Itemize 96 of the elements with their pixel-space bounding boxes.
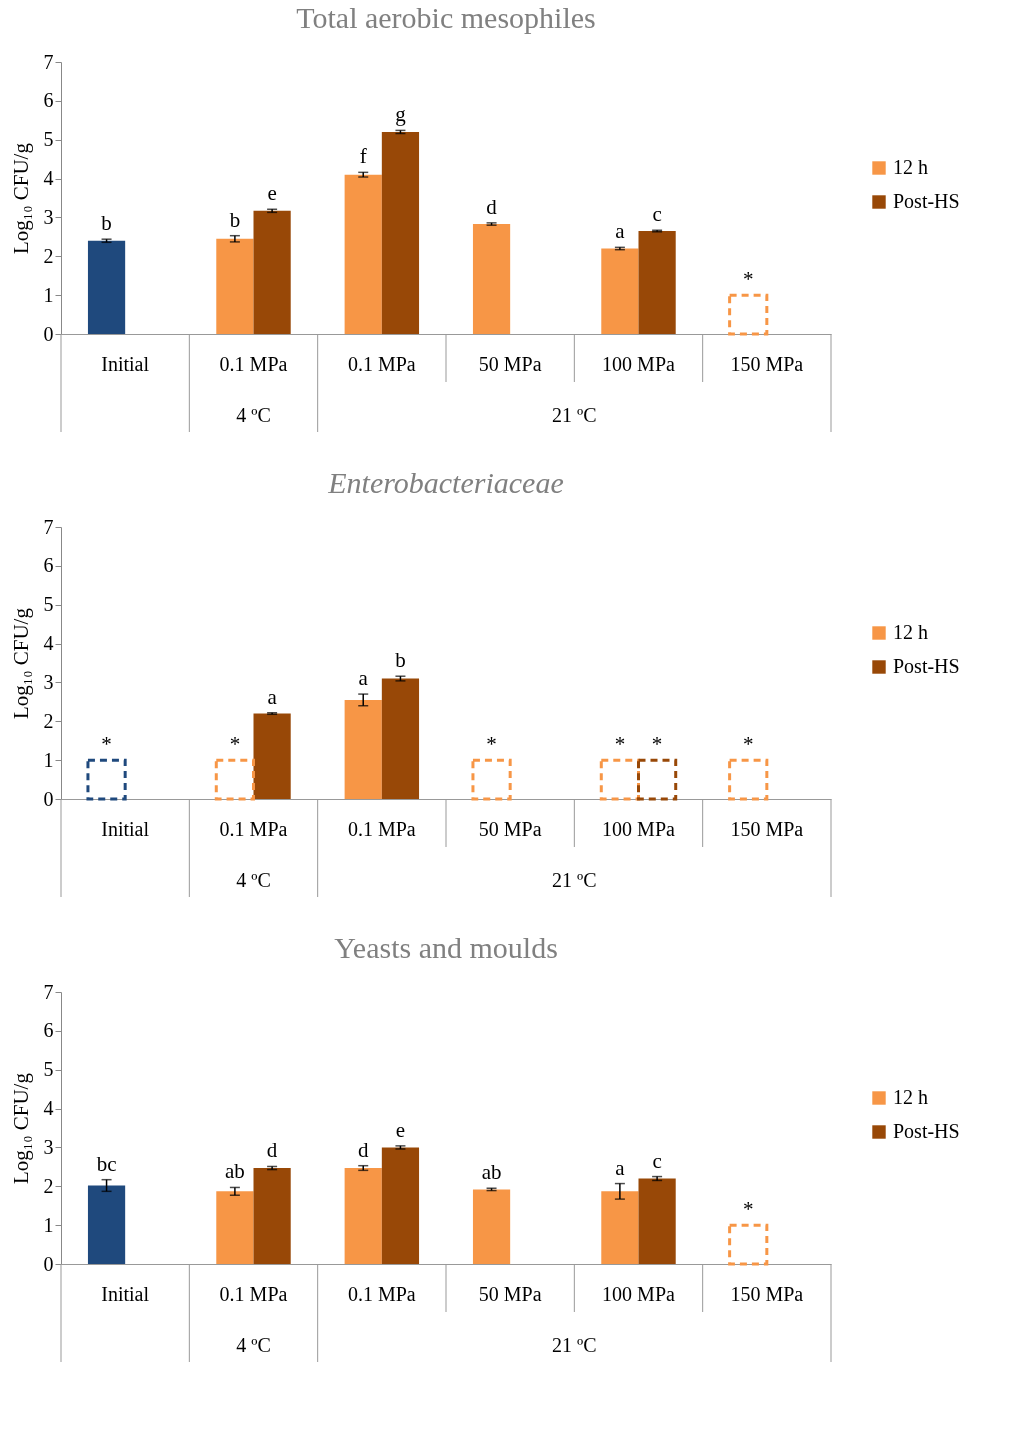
data-label: a (615, 1155, 626, 1180)
y-axis-title: Log₁₀ CFU/g (8, 142, 33, 254)
y-tick-label: 4 (43, 167, 54, 190)
y-tick-label: 4 (43, 1097, 54, 1120)
data-label: g (395, 102, 407, 127)
text: 4 ºC (236, 1334, 271, 1356)
data-label: d (266, 1138, 278, 1163)
y-axis-title: Log₁₀ CFU/g (8, 607, 33, 719)
y-tick-label: 7 (43, 980, 54, 1003)
y-tick-label: 6 (43, 554, 54, 577)
y-tick-label: 5 (43, 593, 54, 616)
data-label: d (486, 194, 498, 219)
bar (601, 248, 639, 334)
data-label: bc (96, 1151, 117, 1176)
data-label: d (357, 1137, 369, 1162)
text: 21 ºC (552, 1334, 597, 1356)
x-tick-label: 50 MPa (478, 1282, 542, 1305)
bar (216, 238, 254, 334)
y-tick-label: 5 (43, 128, 54, 151)
x-tick-label: 0.1 MPa (219, 817, 288, 840)
y-tick-label: 6 (43, 89, 54, 112)
y-tick-label: 6 (43, 1019, 54, 1042)
legend-label: Post-HS (893, 190, 960, 212)
bar (344, 174, 382, 334)
x-tick-label: 0.1 MPa (347, 1282, 416, 1305)
x-tick-label: 0.1 MPa (347, 817, 416, 840)
bar (87, 240, 126, 334)
y-tick-label: 3 (43, 205, 54, 228)
data-label: ab (481, 1160, 502, 1185)
x-tick-label: 0.1 MPa (219, 352, 288, 375)
data-label: * (614, 732, 626, 757)
y-tick-label: 2 (43, 1174, 54, 1197)
text: 4 ºC (236, 869, 271, 891)
x-tick-label: Initial (101, 1282, 150, 1305)
legend-label: Post-HS (893, 1120, 960, 1142)
bar (728, 293, 769, 336)
data-label: * (742, 267, 754, 292)
data-label: f (359, 144, 367, 169)
y-tick-label: 2 (43, 244, 54, 267)
legend-label: 12 h (893, 621, 928, 643)
data-label: a (358, 666, 369, 691)
y-tick-label: 2 (43, 709, 54, 732)
text: 4 ºC (236, 404, 271, 426)
x-tick-label: 50 MPa (478, 352, 542, 375)
x-tick-label: 150 MPa (730, 817, 804, 840)
data-label: ab (224, 1159, 245, 1184)
bar (253, 210, 291, 334)
legend-label: 12 h (893, 1086, 928, 1108)
legend-label: Post-HS (893, 655, 960, 677)
data-label: a (267, 684, 278, 709)
chart-title: Total aerobic mesophiles (296, 1, 596, 34)
data-label: * (229, 732, 241, 757)
y-tick-label: 7 (43, 515, 54, 538)
data-label: * (486, 732, 497, 757)
y-tick-label: 0 (43, 787, 54, 810)
x-tick-label: 50 MPa (478, 817, 542, 840)
y-tick-label: 3 (43, 670, 54, 693)
x-tick-label: Initial (101, 352, 150, 375)
legend-label: 12 h (893, 156, 928, 178)
x-tick-label: Initial (101, 817, 150, 840)
data-label: b (229, 207, 241, 232)
x-tick-label: 0.1 MPa (347, 352, 416, 375)
data-label: c (652, 202, 662, 227)
y-tick-label: 0 (43, 322, 54, 345)
chart-title: Yeasts and moulds (334, 931, 558, 964)
y-tick-label: 3 (43, 1135, 54, 1158)
y-tick-label: 1 (43, 283, 54, 306)
y-axis-title: Log₁₀ CFU/g (8, 1072, 33, 1184)
x-tick-label: 100 MPa (602, 1282, 676, 1305)
text: 21 ºC (552, 404, 597, 426)
bar (381, 131, 420, 334)
y-tick-label: 1 (43, 748, 54, 771)
bar (638, 231, 676, 334)
data-label: * (742, 1197, 754, 1222)
x-tick-label: 100 MPa (602, 352, 676, 375)
data-label: e (395, 1117, 406, 1142)
x-tick-label: 0.1 MPa (219, 1282, 288, 1305)
data-label: c (652, 1148, 662, 1173)
y-tick-label: 1 (43, 1213, 54, 1236)
y-tick-label: 7 (43, 50, 54, 73)
data-label: b (101, 211, 112, 236)
x-tick-label: 150 MPa (730, 352, 804, 375)
data-label: * (101, 732, 112, 757)
data-label: b (395, 648, 406, 673)
data-label: e (267, 181, 277, 206)
chart-title: Enterobacteriaceae (327, 466, 564, 499)
y-tick-label: 0 (43, 1252, 54, 1275)
x-tick-label: 100 MPa (602, 817, 676, 840)
text: 21 ºC (552, 869, 597, 891)
data-label: a (615, 219, 626, 244)
x-tick-label: 150 MPa (730, 1282, 804, 1305)
y-tick-label: 4 (43, 632, 54, 655)
data-label: * (742, 732, 754, 757)
bar (472, 224, 511, 334)
data-label: * (651, 732, 663, 757)
y-tick-label: 5 (43, 1058, 54, 1081)
